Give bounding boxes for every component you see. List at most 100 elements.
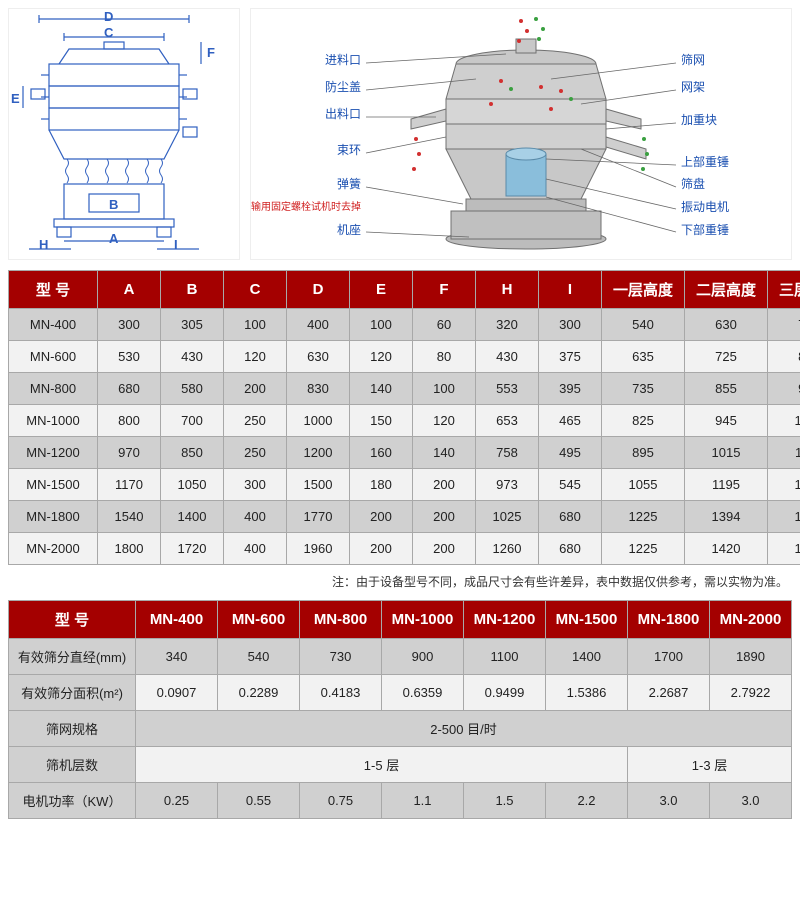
table-cell: 375 [539, 341, 602, 373]
row-label: 有效筛分直经(mm) [9, 639, 136, 675]
table-cell: MN-1200 [9, 437, 98, 469]
table-cell: 180 [350, 469, 413, 501]
table-row: MN-1500117010503001500180200973545105511… [9, 469, 800, 501]
table-cell: 1890 [710, 639, 792, 675]
table-cell: 2-500 目/时 [136, 711, 792, 747]
col-header: 二层高度 [685, 271, 768, 309]
table-row: MN-800680580200830140100553395735855975 [9, 373, 800, 405]
table-cell: 680 [539, 501, 602, 533]
row-label: 电机功率（KW） [9, 783, 136, 819]
table-cell: 545 [539, 469, 602, 501]
table-cell: 100 [413, 373, 476, 405]
table-cell: 1540 [98, 501, 161, 533]
table-cell: MN-800 [9, 373, 98, 405]
table-cell: 1195 [685, 469, 768, 501]
table-cell: MN-1800 [9, 501, 98, 533]
table-cell: 1-5 层 [136, 747, 628, 783]
table-row: MN-2000180017204001960200200126068012251… [9, 533, 800, 565]
table-cell: 60 [413, 309, 476, 341]
table-cell: 758 [476, 437, 539, 469]
table-cell: 725 [685, 341, 768, 373]
col-header: 三层高度 [768, 271, 800, 309]
table-cell: 735 [602, 373, 685, 405]
dimension-svg [9, 9, 239, 259]
table-cell: 140 [350, 373, 413, 405]
table-cell: 1335 [768, 469, 800, 501]
dim-E: E [11, 91, 20, 106]
table-cell: 730 [300, 639, 382, 675]
table-cell: 1200 [287, 437, 350, 469]
table-cell: 680 [98, 373, 161, 405]
dim-F: F [207, 45, 215, 60]
table-cell: 300 [98, 309, 161, 341]
table-cell: 80 [413, 341, 476, 373]
table-cell: 945 [685, 405, 768, 437]
table-cell: 430 [476, 341, 539, 373]
col-header: 型 号 [9, 271, 98, 309]
table-cell: 553 [476, 373, 539, 405]
table-cell: 720 [768, 309, 800, 341]
dimension-diagram: D C F E B A H I [8, 8, 240, 260]
table-cell: 200 [350, 533, 413, 565]
table-cell: 0.55 [218, 783, 300, 819]
table-cell: 530 [98, 341, 161, 373]
callout-label: 振动电机 [681, 198, 729, 215]
table-cell: 120 [413, 405, 476, 437]
table-cell: MN-600 [9, 341, 98, 373]
col-header: MN-1800 [628, 601, 710, 639]
col-header: I [539, 271, 602, 309]
table-cell: 2.2687 [628, 675, 710, 711]
col-header: A [98, 271, 161, 309]
table-cell: MN-1500 [9, 469, 98, 501]
spec-body: 有效筛分直经(mm)3405407309001100140017001890有效… [9, 639, 792, 819]
table-cell: 0.6359 [382, 675, 464, 711]
col-header: MN-800 [300, 601, 382, 639]
dim-B: B [109, 197, 118, 212]
callout-label: 弹簧 [337, 175, 361, 192]
table-cell: 1700 [628, 639, 710, 675]
table-cell: 700 [161, 405, 224, 437]
row-label: 有效筛分面积(m²) [9, 675, 136, 711]
table-cell: 630 [287, 341, 350, 373]
table-cell: 3.0 [710, 783, 792, 819]
table-cell: 1015 [685, 437, 768, 469]
table-cell: 630 [685, 309, 768, 341]
table-cell: 0.25 [136, 783, 218, 819]
dimensions-table: 型 号ABCDEFHI一层高度二层高度三层高度 MN-4003003051004… [8, 270, 800, 565]
table-cell: 1720 [161, 533, 224, 565]
table-cell: 120 [350, 341, 413, 373]
table-cell: 400 [287, 309, 350, 341]
table-cell: 1420 [685, 533, 768, 565]
callout-label: 筛盘 [681, 175, 705, 192]
table-cell: 0.2289 [218, 675, 300, 711]
table-cell: 653 [476, 405, 539, 437]
col-header: MN-1000 [382, 601, 464, 639]
col-header: MN-1200 [464, 601, 546, 639]
table-row: MN-40030030510040010060320300540630720 [9, 309, 800, 341]
table-cell: 495 [539, 437, 602, 469]
table-cell: 1225 [602, 533, 685, 565]
table-cell: 680 [539, 533, 602, 565]
table-cell: 970 [98, 437, 161, 469]
table-cell: 1170 [98, 469, 161, 501]
table-cell: 2.7922 [710, 675, 792, 711]
table-row: 筛网规格2-500 目/时 [9, 711, 792, 747]
dim-I: I [174, 237, 178, 252]
table-cell: 395 [539, 373, 602, 405]
table-cell: 430 [161, 341, 224, 373]
table-cell: 855 [685, 373, 768, 405]
callout-label: 运输用固定螺栓试机时去掉 [250, 198, 361, 213]
table-row: MN-1800154014004001770200200102568012251… [9, 501, 800, 533]
table-cell: 200 [350, 501, 413, 533]
table-cell: 200 [413, 469, 476, 501]
table-cell: 1586 [768, 533, 800, 565]
col-header: B [161, 271, 224, 309]
table-cell: 1770 [287, 501, 350, 533]
dimensions-body: MN-40030030510040010060320300540630720MN… [9, 309, 800, 565]
callout-label: 下部重锤 [681, 221, 729, 238]
table-cell: 0.4183 [300, 675, 382, 711]
table-cell: MN-2000 [9, 533, 98, 565]
table-cell: 973 [476, 469, 539, 501]
table-cell: 1394 [685, 501, 768, 533]
table-cell: 1400 [546, 639, 628, 675]
